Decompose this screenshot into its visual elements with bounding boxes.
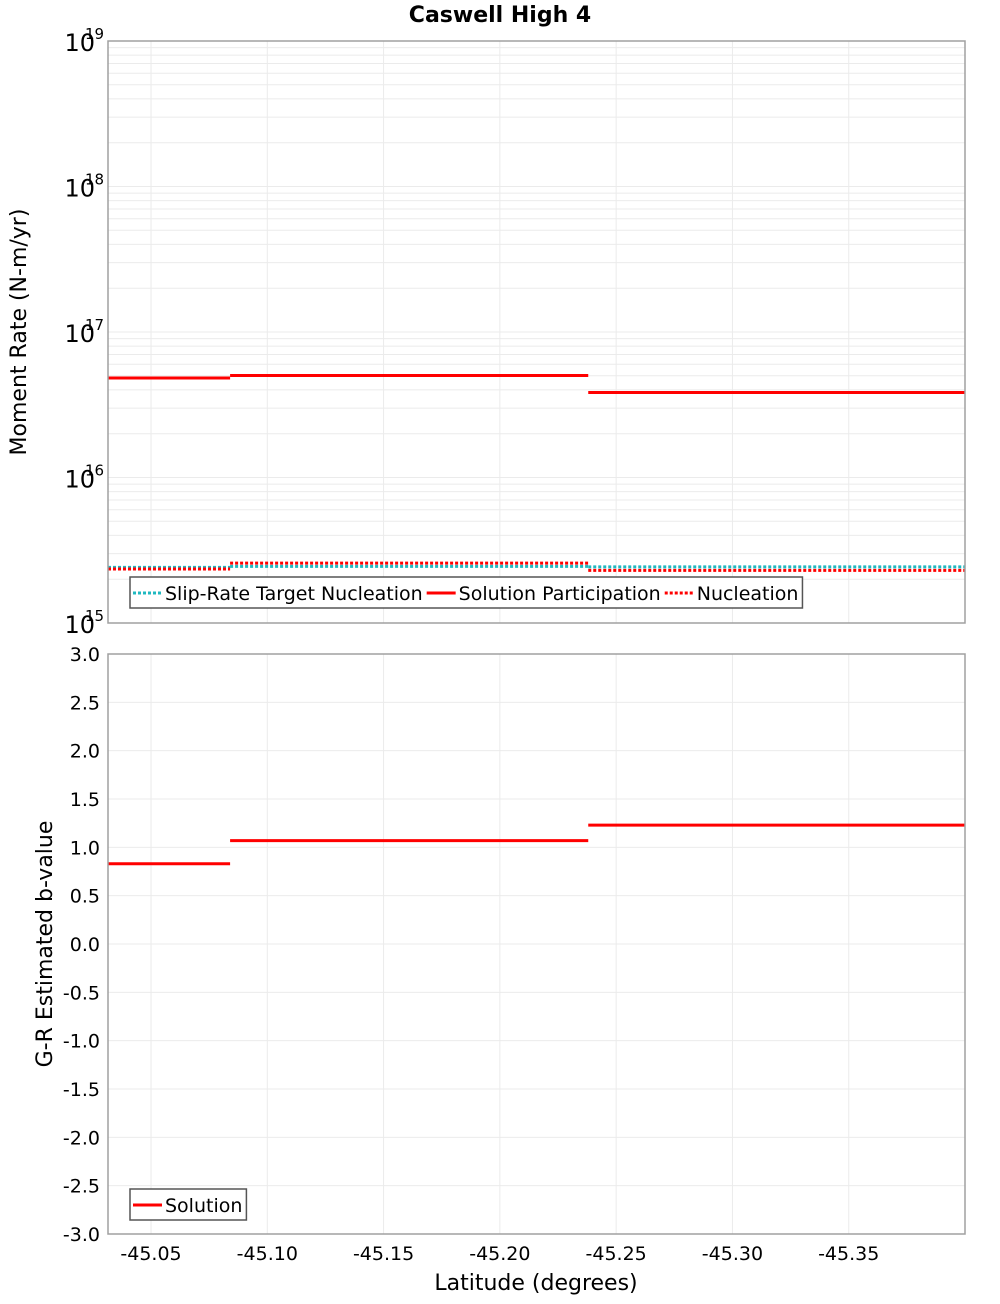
- y-tick-label: 1.5: [70, 789, 100, 811]
- y-tick-label: -3.0: [63, 1224, 100, 1246]
- bottom-y-axis-label: G-R Estimated b-value: [33, 821, 58, 1068]
- x-tick-label: -45.35: [818, 1243, 879, 1265]
- x-axis-label: Latitude (degrees): [434, 1271, 637, 1296]
- y-tick-label: 1016: [64, 462, 104, 494]
- y-tick-label: -0.5: [63, 982, 100, 1004]
- y-tick-label: -2.5: [63, 1176, 100, 1198]
- y-tick-label: 1.0: [70, 837, 100, 859]
- legend-label: Slip-Rate Target Nucleation: [165, 583, 423, 605]
- y-tick-label: 1019: [64, 25, 104, 57]
- chart-canvas: Caswell High 4 1019 1018 1017 1016 1015 Mome…: [0, 0, 1000, 1300]
- svg-text:19: 19: [85, 25, 104, 43]
- y-tick-label: -2.0: [63, 1127, 100, 1149]
- x-tick-label: -45.25: [586, 1243, 647, 1265]
- y-tick-label: 2.5: [70, 692, 100, 714]
- bottom-series-lines: [108, 825, 965, 864]
- chart-figure: Caswell High 4 1019 1018 1017 1016 1015 Mome…: [0, 0, 1000, 1300]
- bottom-legend: Solution: [130, 1189, 246, 1220]
- top-y-tick-labels: 1019 1018 1017 1016 1015: [64, 25, 104, 639]
- top-legend: Slip-Rate Target Nucleation Solution Part…: [130, 577, 802, 608]
- x-tick-label: -45.20: [469, 1243, 530, 1265]
- top-gridlines: [108, 41, 965, 623]
- y-tick-label: -1.0: [63, 1031, 100, 1053]
- series-solution: [108, 825, 965, 864]
- svg-text:15: 15: [85, 607, 104, 625]
- y-tick-label: 1015: [64, 607, 104, 639]
- x-tick-label: -45.30: [702, 1243, 763, 1265]
- x-tick-label: -45.10: [237, 1243, 298, 1265]
- b-value-panel: 3.0 2.5 2.0 1.5 1.0 0.5 0.0 -0.5 -1.0 -1.5 -2.0 -2.…: [33, 644, 965, 1246]
- svg-text:18: 18: [85, 171, 104, 189]
- chart-title: Caswell High 4: [409, 3, 591, 28]
- top-y-axis-label: Moment Rate (N-m/yr): [7, 209, 32, 456]
- svg-text:17: 17: [85, 316, 104, 334]
- moment-rate-panel: 1019 1018 1017 1016 1015 Moment Rate (N-m/yr…: [7, 25, 965, 639]
- legend-label: Solution: [165, 1195, 242, 1217]
- x-tick-label: -45.05: [120, 1243, 181, 1265]
- bottom-gridlines: [108, 654, 965, 1234]
- svg-text:16: 16: [85, 462, 104, 480]
- y-tick-label: 3.0: [70, 644, 100, 666]
- bottom-y-tick-labels: 3.0 2.5 2.0 1.5 1.0 0.5 0.0 -0.5 -1.0 -1.5 -2.0 -2.…: [63, 644, 100, 1246]
- legend-label: Solution Participation: [459, 583, 661, 605]
- y-tick-label: 1017: [64, 316, 104, 348]
- x-tick-label: -45.15: [353, 1243, 414, 1265]
- x-tick-labels: -45.05 -45.10 -45.15 -45.20 -45.25 -45.30 -45.…: [120, 1243, 879, 1265]
- series-slip-rate-target-nucleation: [108, 566, 965, 567]
- top-series-lines: [108, 376, 965, 571]
- y-tick-label: 1018: [64, 171, 104, 203]
- y-tick-label: 0.5: [70, 886, 100, 908]
- y-tick-label: 2.0: [70, 741, 100, 763]
- legend-label: Nucleation: [697, 583, 799, 605]
- y-tick-label: 0.0: [70, 934, 100, 956]
- y-tick-label: -1.5: [63, 1079, 100, 1101]
